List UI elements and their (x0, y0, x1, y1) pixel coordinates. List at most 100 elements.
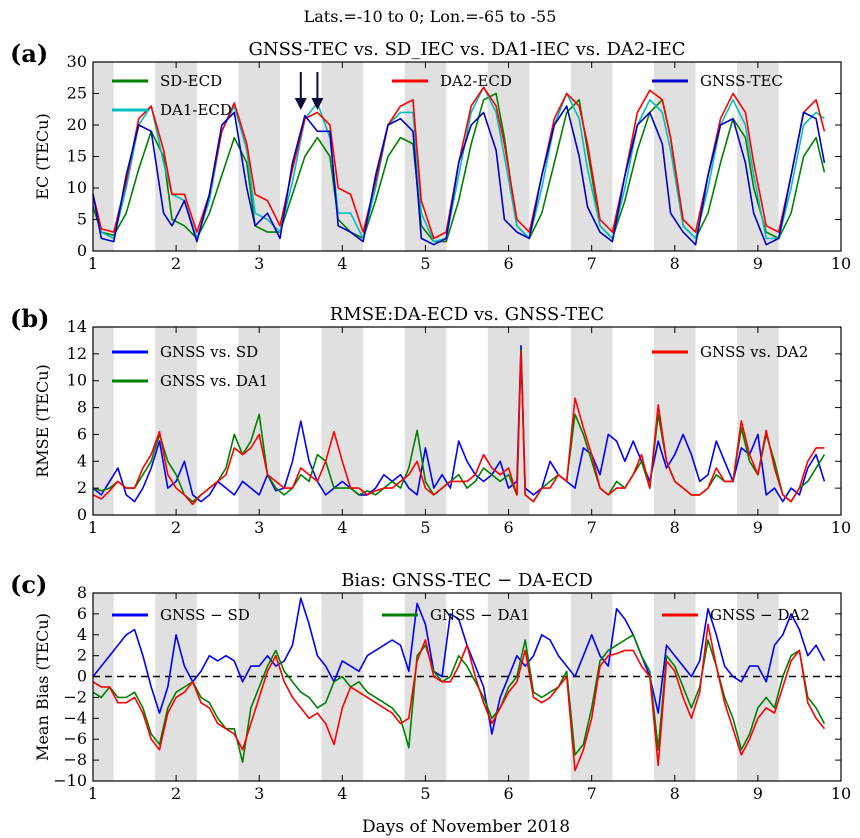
panel-title: RMSE:DA-ECD vs. GNSS-TEC (330, 304, 604, 325)
figure-suptitle: Lats.=-10 to 0; Lon.=-65 to -55 (304, 7, 557, 26)
x-tick-label: 6 (503, 254, 513, 273)
panel-label: (a) (10, 39, 48, 68)
shaded-band (404, 62, 447, 251)
shaded-band (93, 327, 114, 515)
shaded-band (321, 593, 364, 781)
shaded-band (654, 593, 696, 781)
x-tick-label: 7 (587, 784, 597, 803)
y-tick-label: 6 (77, 424, 87, 443)
x-tick-label: 1 (88, 784, 98, 803)
legend-label: GNSS vs. SD (160, 343, 258, 361)
x-tick-label: 10 (831, 518, 851, 537)
panel-title: GNSS-TEC vs. SD_IEC vs. DA1-IEC vs. DA2-… (249, 39, 686, 60)
panel-c: 1 2 3 4 5 6 7 8 9 10 −10 −8 −6 −4 −20 2 4 6 8 Bias: GNSS-TE… (10, 570, 851, 803)
x-tick-label: 5 (420, 784, 430, 803)
y-tick-label: 0 (77, 505, 87, 524)
y-tick-label: 10 (67, 371, 87, 390)
x-tick-label: 8 (670, 518, 680, 537)
y-tick-label: 2 (77, 478, 87, 497)
x-tick-label: 9 (753, 518, 763, 537)
annotation-arrow-head (311, 98, 324, 110)
x-tick-label: 5 (420, 518, 430, 537)
y-tick-label: 10 (67, 178, 87, 197)
y-axis-label: RMSE (TECu) (33, 364, 52, 478)
series-line-sd (92, 92, 826, 243)
x-tick-label: 2 (171, 518, 181, 537)
x-tick-label: 3 (254, 518, 264, 537)
panel-label: (c) (10, 570, 47, 599)
figure-xlabel: Days of November 2018 (362, 817, 570, 837)
x-tick-label: 10 (831, 784, 851, 803)
x-tick-label: 5 (420, 254, 430, 273)
shaded-band (570, 593, 613, 781)
panel-label: (b) (10, 304, 50, 333)
x-tick-label: 2 (171, 784, 181, 803)
x-tick-label: 6 (503, 518, 513, 537)
x-tick-label: 1 (88, 254, 98, 273)
legend-label: GNSS vs. DA1 (160, 372, 268, 390)
series-line-da1 (92, 86, 825, 243)
series-line-da2 (92, 623, 826, 772)
x-tick-label: 3 (254, 784, 264, 803)
y-tick-label: 6 (77, 604, 87, 623)
y-tick-label: 15 (67, 147, 87, 166)
shaded-band (404, 327, 447, 515)
legend-label: GNSS − DA2 (710, 606, 810, 624)
y-tick-label: −4 (63, 708, 87, 727)
panel-a: 1 2 3 4 5 6 7 8 9 10 0 5 10 15 20 25 30 GNSS-TEC vs. SD_I… (10, 39, 851, 273)
y-tick-label: −10 (53, 771, 87, 790)
legend-label: GNSS-TEC (700, 72, 783, 90)
panel-title: Bias: GNSS-TEC − DA-ECD (341, 570, 593, 591)
shaded-band (321, 327, 364, 515)
legend-label: GNSS − DA1 (430, 606, 530, 624)
series-line-da2 (92, 350, 825, 506)
y-tick-label: 14 (67, 317, 87, 336)
shaded-band (238, 62, 280, 251)
shaded-band (654, 62, 696, 251)
y-tick-label: −2 (63, 687, 87, 706)
shaded-band (321, 62, 364, 251)
y-tick-label: 0 (77, 667, 87, 686)
shaded-band (93, 62, 114, 251)
axes-frame (92, 326, 842, 516)
x-tick-label: 4 (337, 784, 347, 803)
legend-label: DA1-ECD (160, 101, 232, 119)
y-tick-label: 8 (77, 398, 87, 417)
x-tick-label: 4 (337, 254, 347, 273)
legend-label: DA2-ECD (440, 72, 512, 90)
y-tick-label: 4 (77, 625, 87, 644)
x-tick-label: 9 (753, 254, 763, 273)
y-tick-label: 0 (77, 241, 87, 260)
legend-label: GNSS vs. DA2 (700, 343, 808, 361)
y-tick-label: −6 (63, 729, 87, 748)
x-tick-label: 6 (503, 784, 513, 803)
y-tick-label: 2 (77, 646, 87, 665)
shaded-band (570, 62, 613, 251)
y-tick-label: 30 (67, 52, 87, 71)
x-tick-label: 10 (831, 254, 851, 273)
series-line-sd (92, 344, 826, 503)
y-tick-label: 20 (67, 115, 87, 134)
series-line-sd (92, 597, 826, 735)
y-tick-label: 4 (77, 451, 87, 470)
x-tick-label: 1 (88, 518, 98, 537)
y-axis-label: Mean Bias (TECu) (33, 613, 52, 761)
y-tick-label: 5 (77, 210, 87, 229)
x-tick-label: 8 (670, 254, 680, 273)
x-tick-label: 7 (587, 518, 597, 537)
y-axis-label: EC (TECu) (33, 113, 52, 199)
shaded-band (155, 593, 197, 781)
y-tick-label: −8 (63, 750, 87, 769)
x-tick-label: 3 (254, 254, 264, 273)
annotation-arrow-head (294, 98, 307, 110)
y-tick-label: 8 (77, 583, 87, 602)
axes-frame (92, 592, 842, 782)
y-tick-label: 25 (67, 84, 87, 103)
shaded-band (737, 327, 779, 515)
x-tick-label: 7 (587, 254, 597, 273)
y-tick-label: 12 (67, 344, 87, 363)
x-tick-label: 2 (171, 254, 181, 273)
